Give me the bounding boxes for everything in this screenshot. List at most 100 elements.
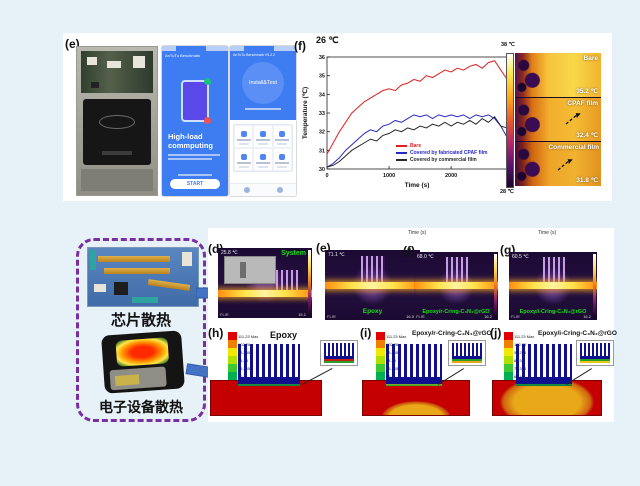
sim-scale-swatch [228, 364, 237, 372]
legend-label: Covered by fabricated CPAF film [410, 150, 488, 156]
sim-scale-swatch [376, 372, 385, 380]
phone-bottom-board [81, 169, 153, 191]
dashed-arrow-icon [557, 159, 573, 171]
sim-scale-swatch [376, 340, 385, 348]
cell-text-bar [257, 166, 268, 168]
hot-platform-bar [509, 282, 597, 289]
app-bar-title: AnTuTu Benchmark V9.2.2 [233, 53, 275, 57]
thermal-components-blobs [515, 142, 546, 187]
cell-text-bar [236, 139, 251, 141]
series-line [326, 115, 508, 168]
sim-heatsink-j [516, 344, 572, 384]
sim-scale-swatch [504, 364, 513, 372]
test-grid-cell [272, 148, 292, 171]
flir-scale-strip [308, 250, 311, 316]
legend-swatch [396, 152, 407, 154]
hot-platform-bar [325, 282, 420, 289]
phone-pcb [81, 51, 153, 93]
sim-scale-swatch [376, 356, 385, 364]
thermal-colorbar [506, 53, 514, 188]
pcb-component [133, 56, 145, 68]
inset-layer [580, 356, 610, 359]
top-figure: (e) AnTuTu Benchmark High-load co [63, 33, 612, 201]
flir-logo: FLIR [511, 314, 520, 319]
phone-internals-photo [76, 46, 158, 196]
flir-scale-strip [494, 254, 497, 318]
sim-title-j: Epoxy/i-Cring-C₃N₄@rGO [538, 330, 617, 337]
sim-heatsink-h [238, 344, 300, 384]
bottom-figure: Time (s) Time (s) (d) 25.8 ℃ System FLIR… [208, 228, 617, 422]
status-bar [162, 46, 228, 51]
mobo-connector [94, 284, 106, 292]
thermal-label: Bare [583, 55, 598, 62]
nav-item [230, 184, 263, 196]
install-test-circle: Install&Test [242, 62, 284, 104]
test-icon [279, 131, 286, 137]
phone-illustration [181, 78, 211, 124]
y-tick-label: 36 [319, 55, 325, 61]
note-bar [178, 174, 212, 176]
cell-text-bar [238, 166, 249, 168]
inset-layer [580, 361, 610, 363]
subtext-bar [168, 154, 220, 156]
panel-i-label: (i) [360, 326, 372, 340]
heatsink-silhouette [543, 257, 565, 282]
sim-scale-value: 111.23 Max [238, 333, 259, 339]
thermal-image-commercial: Commercial film 31.8 ℃ [515, 142, 601, 187]
mobo-chip [114, 282, 128, 295]
sim-epoxy-layer-j [516, 382, 572, 386]
cell-text-bar [255, 139, 270, 141]
start-button-image: START [170, 179, 220, 189]
y-tick-label: 30 [319, 167, 325, 173]
device-name-bar [245, 108, 281, 110]
flir-panel-epoxy: 71.1 ℃ Epoxy FLIR 16.0 [325, 250, 420, 320]
sim-scale-row: 111.23 Max [376, 332, 406, 340]
flir-min-temp: 15.1 [298, 312, 306, 317]
mobo-connector [182, 252, 192, 266]
y-tick-label: 31 [319, 148, 325, 154]
test-icon [279, 154, 286, 160]
sim-title-h: Epoxy [270, 330, 298, 340]
thermal-components-blobs [515, 97, 546, 142]
x-tick-label: 1000 [383, 173, 395, 179]
panel-h-label: (h) [208, 326, 224, 340]
panel-f2-label: (f) [403, 244, 415, 258]
sim-heatsink-i [386, 344, 442, 384]
test-icon [240, 131, 247, 137]
thermal-image-cpaf: CPAF film 32.4 ℃ [515, 97, 601, 142]
thermal-label: Commercial film [548, 144, 599, 152]
thermal-temp: 31.8 ℃ [576, 177, 598, 185]
simulation-row: (h) 111.23 Max102.2693.29584.3375.36566.… [208, 324, 617, 422]
flir-tag: Epoxy/i-Cring-C₃N₄@rGO [519, 309, 587, 315]
chart-ambient-title: 26 ℃ [316, 35, 339, 45]
legend-entry: Covered by fabricated CPAF film [396, 150, 487, 156]
cell-text-bar [275, 139, 290, 141]
time-axis-label: Time (s) [408, 230, 427, 236]
hot-platform-bar [414, 282, 498, 289]
x-axis-label: Time (s) [405, 182, 430, 189]
flir-scale-strip [593, 254, 596, 318]
sim-scale-swatch [228, 332, 237, 340]
inset-fins [324, 343, 354, 356]
pcb-component [107, 61, 121, 68]
mobo-heatsink [132, 297, 158, 303]
flir-temp: 25.8 ℃ [221, 250, 238, 256]
test-grid-cell [253, 125, 273, 148]
flir-min-temp: 16.0 [406, 314, 414, 319]
x-tick-label: 0 [325, 173, 328, 179]
camera-module [91, 82, 99, 88]
cell-text-bar [236, 162, 251, 164]
cell-text-bar [238, 143, 249, 145]
flir-logo: FLIR [416, 314, 425, 319]
flir-temp: 60.5 ℃ [512, 254, 529, 260]
sim-inset-j [576, 340, 614, 366]
equipment-cooling-label: 电子设备散热 [99, 399, 183, 415]
legend-entry: Covered by commercial film [396, 157, 487, 163]
cell-text-bar [277, 143, 288, 145]
sim-scale-value: 111.23 Max [514, 333, 535, 339]
phone-battery [83, 99, 151, 165]
sim-scale-swatch [504, 372, 513, 380]
setup-photo-inset [224, 256, 276, 284]
x-tick-label: 2000 [445, 173, 457, 179]
